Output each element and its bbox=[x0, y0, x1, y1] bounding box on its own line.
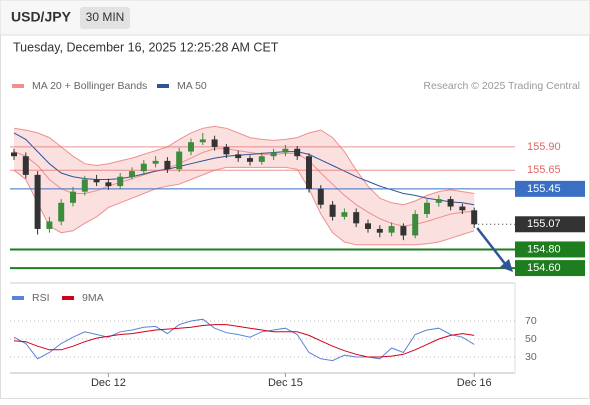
candle-body bbox=[223, 146, 230, 155]
candle-body bbox=[353, 212, 360, 224]
candle-body bbox=[329, 204, 336, 217]
candle-body bbox=[459, 206, 466, 211]
candle-body bbox=[306, 156, 312, 189]
candle-body bbox=[282, 148, 289, 153]
indicator-line bbox=[13, 324, 475, 358]
level-label: 155.90 bbox=[527, 141, 561, 153]
candle-body bbox=[294, 148, 301, 157]
candle-body bbox=[247, 158, 253, 162]
forecast-arrow bbox=[476, 227, 507, 266]
level-box bbox=[515, 260, 585, 277]
timeframe-badge[interactable] bbox=[80, 7, 130, 29]
x-tick-label: Dec 15 bbox=[268, 377, 303, 389]
y-tick-label: 70 bbox=[525, 315, 537, 327]
candle-body bbox=[46, 221, 53, 229]
bollinger-lower bbox=[13, 166, 475, 246]
indicator-line bbox=[13, 318, 475, 362]
candle-body bbox=[105, 182, 112, 187]
candle-body bbox=[365, 223, 371, 229]
bollinger-middle bbox=[13, 148, 475, 227]
legend-label: MA 20 + Bollinger Bands bbox=[32, 80, 147, 92]
legend-label: RSI bbox=[32, 292, 50, 304]
candle-body bbox=[117, 176, 124, 187]
candle-body bbox=[81, 179, 88, 192]
candle-body bbox=[447, 199, 454, 207]
level-label: 155.07 bbox=[527, 218, 561, 230]
candle-body bbox=[140, 163, 147, 172]
current-price-box bbox=[515, 216, 585, 233]
legend-swatch bbox=[12, 296, 24, 300]
candle-body bbox=[199, 139, 206, 143]
timestamp: Tuesday, December 16, 2025 12:25:28 AM C… bbox=[13, 40, 279, 54]
level-label: 155.45 bbox=[527, 183, 561, 195]
candle-body bbox=[211, 139, 218, 147]
level-label: 154.80 bbox=[527, 243, 561, 255]
candle-body bbox=[164, 160, 171, 170]
x-tick-label: Dec 16 bbox=[457, 377, 492, 389]
candle-body bbox=[70, 191, 76, 203]
y-tick-label: 30 bbox=[525, 351, 537, 363]
candle-body bbox=[400, 226, 407, 236]
legend-label: MA 50 bbox=[177, 80, 207, 92]
candle-body bbox=[376, 228, 383, 233]
candle-body bbox=[424, 202, 430, 215]
level-label: 155.65 bbox=[527, 164, 561, 176]
legend-swatch bbox=[62, 296, 74, 300]
candle-body bbox=[258, 156, 265, 162]
bollinger-upper bbox=[13, 125, 475, 206]
timeframe[interactable]: 30 MIN bbox=[86, 10, 125, 24]
candle-body bbox=[412, 214, 419, 236]
symbol: USD/JPY bbox=[11, 9, 72, 25]
candle-body bbox=[235, 154, 242, 159]
candle-body bbox=[341, 212, 348, 217]
candle-body bbox=[152, 160, 159, 164]
candle-body bbox=[176, 151, 183, 170]
candle-body bbox=[188, 142, 194, 152]
candle-body bbox=[270, 152, 277, 157]
legend-label: 9MA bbox=[82, 292, 104, 304]
candle-body bbox=[388, 226, 395, 233]
level-label: 154.60 bbox=[527, 262, 561, 274]
legend-swatch bbox=[157, 84, 169, 88]
source: Research © 2025 Trading Central bbox=[423, 80, 580, 92]
candle-body bbox=[58, 202, 65, 222]
candle-body bbox=[22, 156, 29, 175]
x-tick-label: Dec 12 bbox=[91, 377, 126, 389]
legend-swatch bbox=[12, 84, 24, 88]
level-box bbox=[515, 180, 585, 197]
level-box bbox=[515, 241, 585, 258]
forecast-arrowhead bbox=[500, 259, 513, 272]
candle-body bbox=[11, 152, 17, 157]
candle-body bbox=[435, 199, 442, 203]
ma-line bbox=[13, 132, 475, 206]
y-tick-label: 50 bbox=[525, 333, 537, 345]
candle-body bbox=[129, 171, 135, 177]
candle-body bbox=[317, 188, 324, 205]
candle-body bbox=[34, 174, 41, 229]
candle-body bbox=[93, 179, 100, 183]
candle-body bbox=[471, 210, 478, 225]
